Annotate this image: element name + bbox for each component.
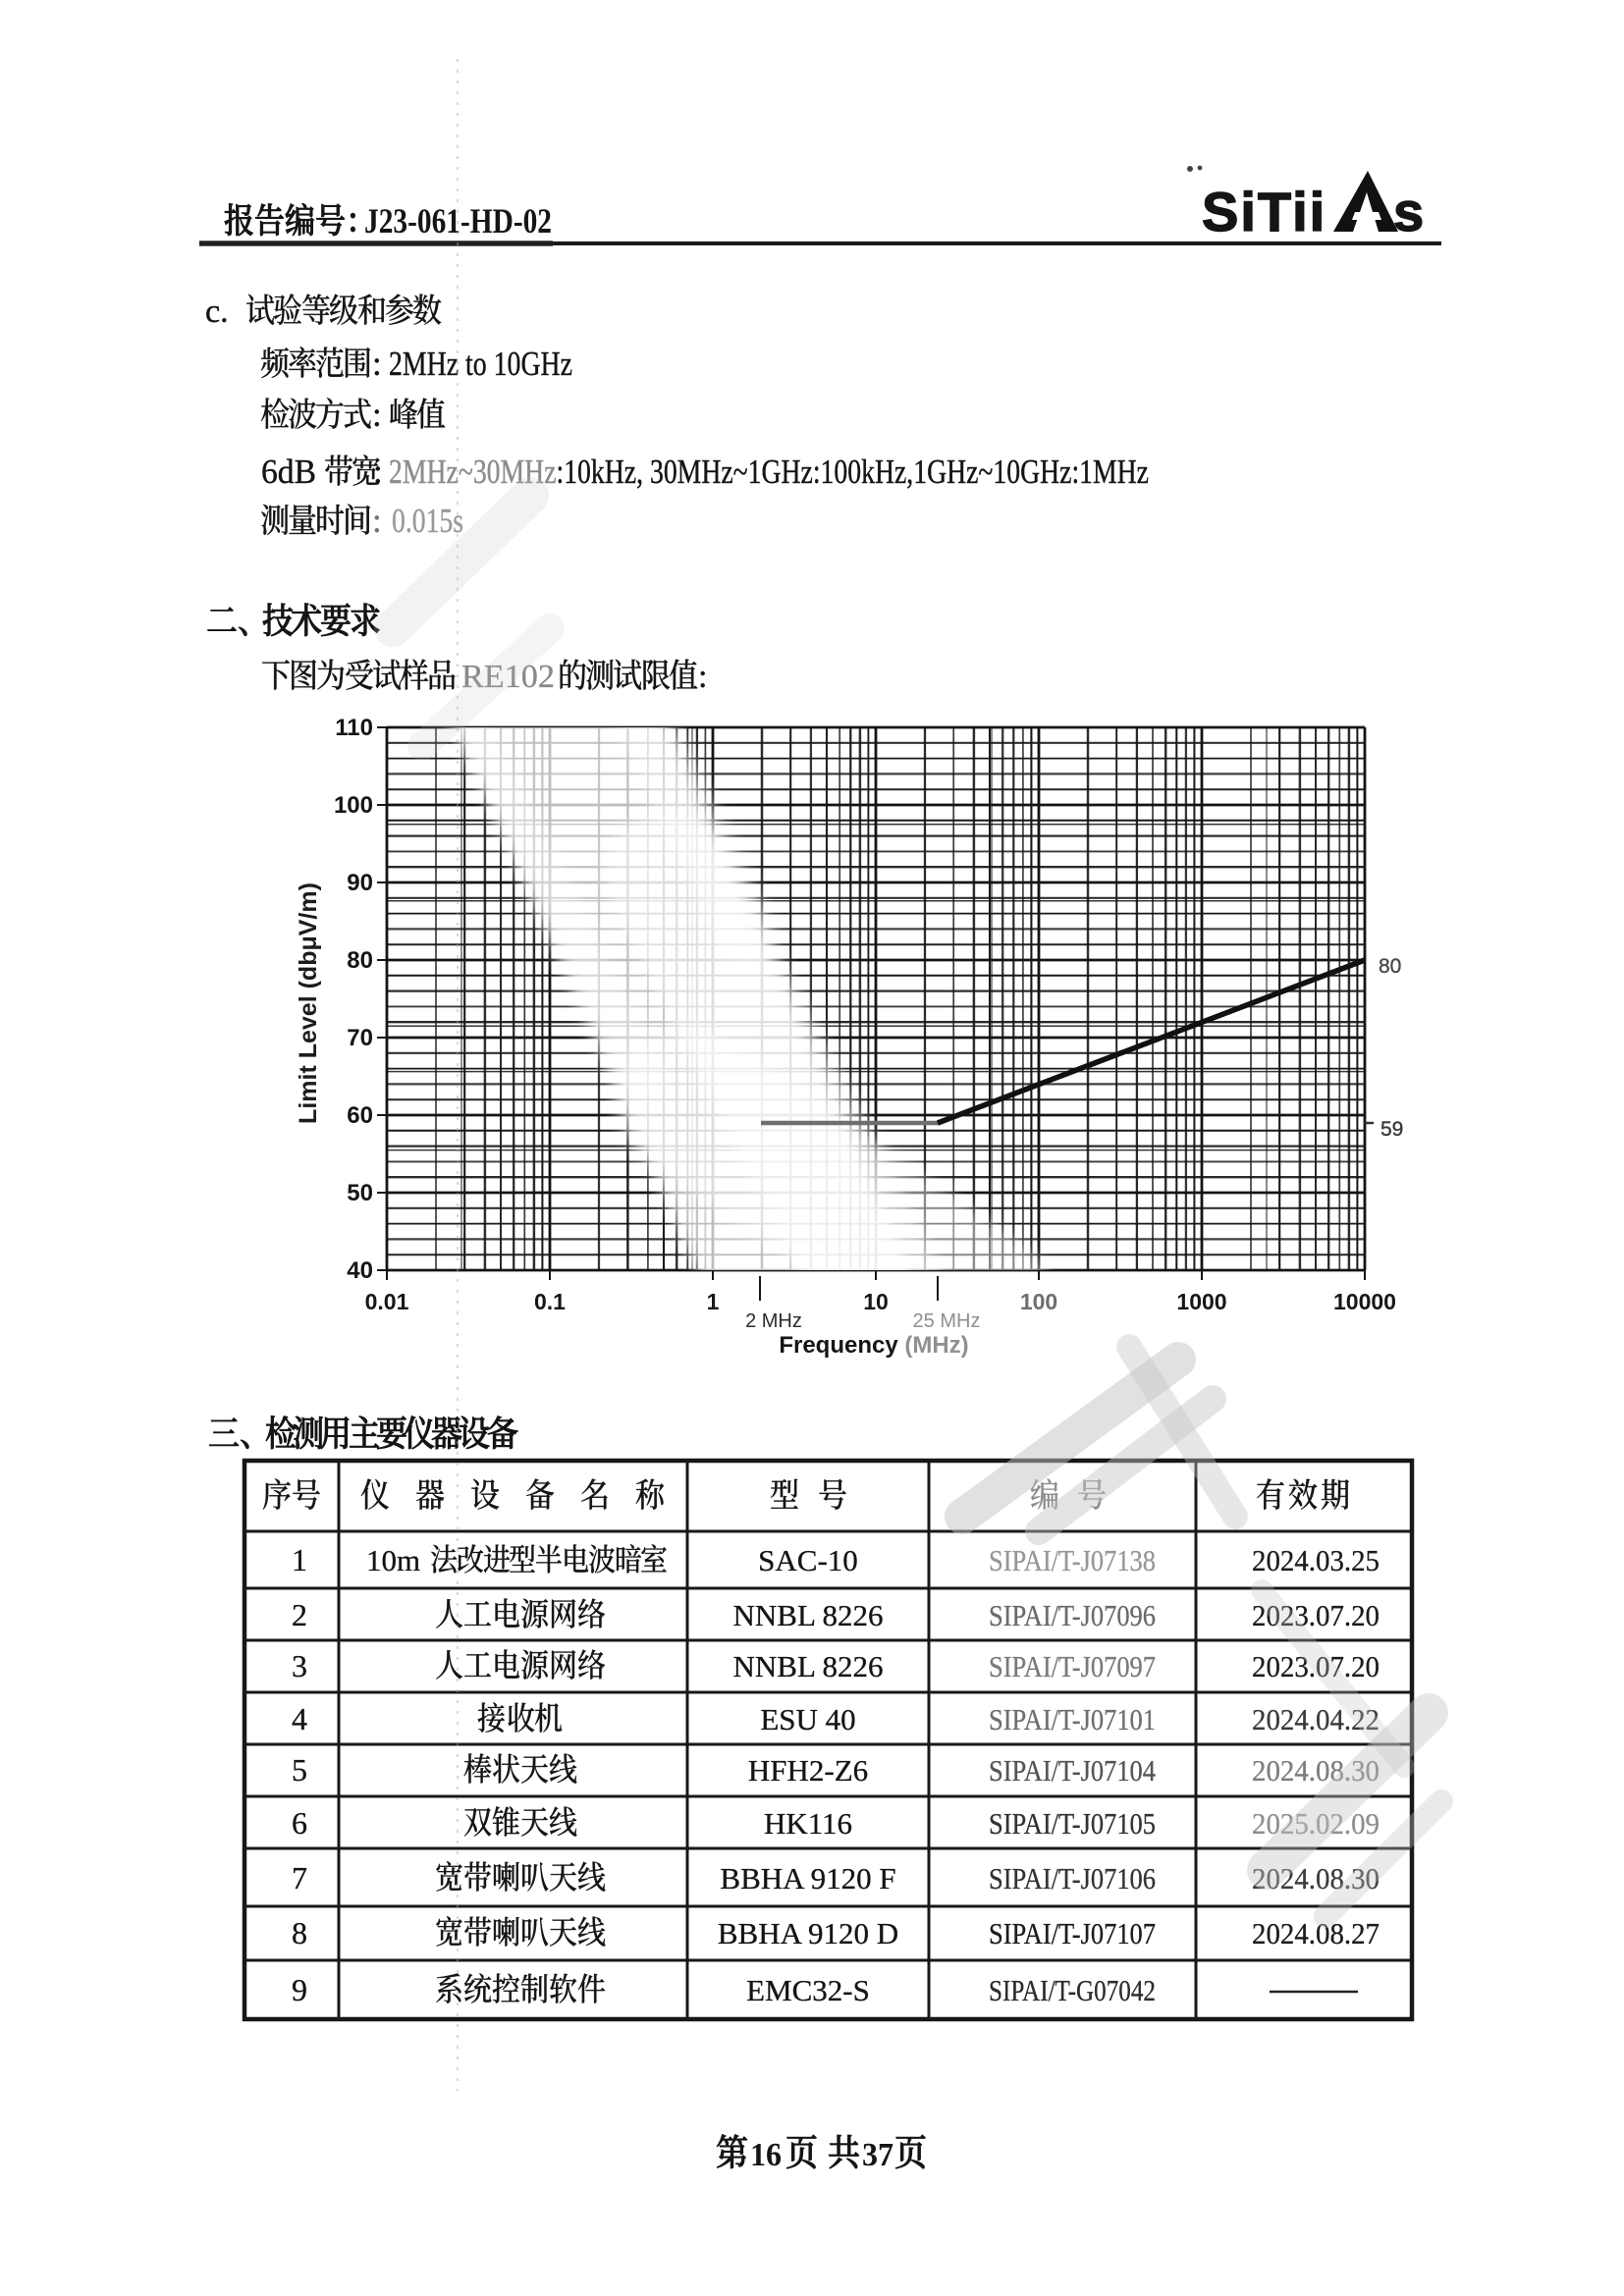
svg-text::: : [372,396,382,434]
svg-text::: : [372,345,382,383]
svg-text:SAC-10: SAC-10 [758,1543,858,1577]
svg-text:2023.07.20: 2023.07.20 [1252,1649,1380,1683]
svg-text:SIPAI/T-J07107: SIPAI/T-J07107 [989,1916,1156,1950]
svg-text:10000: 10000 [1333,1289,1396,1314]
svg-text:2 MHz: 2 MHz [745,1310,802,1332]
svg-text:SiTii: SiTii [1202,181,1326,242]
svg-text:0.015s: 0.015s [392,502,463,540]
svg-text::: : [698,659,707,695]
svg-text:7: 7 [292,1860,307,1896]
svg-text:6dB: 6dB [261,453,316,491]
svg-text:2024.08.30: 2024.08.30 [1252,1753,1380,1788]
svg-text:70: 70 [347,1025,373,1051]
svg-text:9: 9 [292,1972,307,2007]
svg-text:BBHA 9120 D: BBHA 9120 D [718,1916,898,1950]
svg-text:RE102: RE102 [461,659,555,695]
svg-text::: : [372,502,382,540]
svg-text:4: 4 [292,1701,307,1736]
svg-text:SIPAI/T-J07101: SIPAI/T-J07101 [989,1702,1156,1736]
svg-text:80: 80 [1379,955,1401,978]
svg-text:2MHz~30MHz:10kHz, 30MHz~1GHz:1: 2MHz~30MHz:10kHz, 30MHz~1GHz:100kHz,1GHz… [389,453,1149,491]
svg-text:8: 8 [292,1915,307,1950]
svg-text:SIPAI/T-J07104: SIPAI/T-J07104 [989,1753,1156,1788]
svg-text:10m: 10m [366,1543,420,1577]
svg-text:2023.07.20: 2023.07.20 [1252,1598,1380,1632]
svg-text:0.1: 0.1 [534,1289,566,1314]
svg-text:SIPAI/T-J07097: SIPAI/T-J07097 [989,1649,1156,1683]
svg-text:50: 50 [347,1180,373,1206]
svg-text:2024.04.22: 2024.04.22 [1252,1702,1380,1736]
svg-text:5: 5 [292,1752,307,1788]
svg-text:1: 1 [292,1542,307,1577]
svg-text:60: 60 [347,1102,373,1129]
svg-text:J23-061-HD-02: J23-061-HD-02 [364,201,552,240]
svg-text:2: 2 [292,1597,307,1632]
svg-text:16: 16 [750,2137,782,2173]
svg-text:25 MHz: 25 MHz [913,1310,981,1332]
svg-text:90: 90 [347,870,373,896]
svg-text:BBHA 9120 F: BBHA 9120 F [720,1861,895,1896]
svg-text:37: 37 [862,2137,893,2173]
svg-text:2024.08.30: 2024.08.30 [1252,1861,1380,1896]
svg-text:100: 100 [334,792,373,819]
svg-text:0.01: 0.01 [365,1289,409,1314]
svg-text:6: 6 [292,1805,307,1841]
svg-text:Limit Level (dbμV/m): Limit Level (dbμV/m) [295,882,322,1124]
svg-text:1000: 1000 [1176,1289,1226,1314]
svg-text:EMC32-S: EMC32-S [746,1973,870,2007]
svg-text:40: 40 [347,1257,373,1284]
svg-text:NNBL 8226: NNBL 8226 [733,1598,884,1632]
svg-text:80: 80 [347,947,373,974]
svg-text:SIPAI/T-J07138: SIPAI/T-J07138 [989,1543,1156,1577]
svg-text:SIPAI/T-J07096: SIPAI/T-J07096 [989,1598,1156,1632]
svg-text:SIPAI/T-J07106: SIPAI/T-J07106 [989,1861,1156,1896]
svg-text::: : [373,453,383,491]
svg-text:SIPAI/T-J07105: SIPAI/T-J07105 [989,1806,1156,1841]
svg-text:2025.02.09: 2025.02.09 [1252,1806,1380,1841]
svg-text:HFH2-Z6: HFH2-Z6 [748,1753,868,1788]
svg-text:NNBL 8226: NNBL 8226 [733,1649,884,1683]
svg-text:ESU 40: ESU 40 [760,1702,855,1736]
svg-text:3: 3 [292,1648,307,1683]
svg-text:Frequency (MHz): Frequency (MHz) [779,1332,968,1359]
svg-text:1: 1 [707,1289,720,1314]
svg-text:2024.08.27: 2024.08.27 [1252,1916,1380,1950]
svg-text:2024.03.25: 2024.03.25 [1252,1543,1380,1577]
svg-text:c.: c. [205,294,229,330]
svg-text:s: s [1393,181,1424,242]
svg-text:59: 59 [1380,1118,1403,1141]
svg-text:10: 10 [863,1289,889,1314]
svg-text:100: 100 [1020,1289,1057,1314]
svg-text:SIPAI/T-G07042: SIPAI/T-G07042 [989,1973,1156,2007]
svg-text:2MHz to 10GHz: 2MHz to 10GHz [389,345,572,383]
svg-text:110: 110 [335,715,373,741]
svg-text:HK116: HK116 [764,1806,852,1841]
